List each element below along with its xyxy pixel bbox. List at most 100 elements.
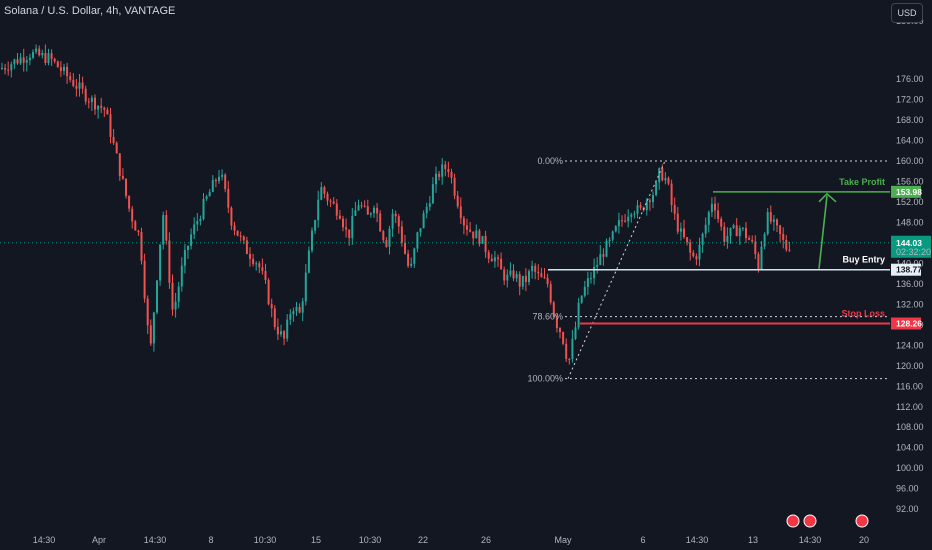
candle-body: [208, 191, 211, 197]
candle-body: [655, 182, 658, 196]
candle-body: [335, 203, 338, 216]
candle-body: [227, 189, 230, 208]
candle-body: [586, 278, 589, 287]
candle-body: [782, 233, 785, 240]
candle-body: [323, 187, 326, 194]
candle-body: [258, 263, 261, 268]
candle-body: [608, 239, 611, 241]
candle-body: [94, 97, 96, 110]
candles: [1, 44, 791, 365]
candle-body: [214, 179, 217, 182]
candle-body: [772, 219, 775, 222]
candle-body: [360, 205, 363, 207]
candle-body: [583, 286, 586, 296]
candle-body: [211, 179, 214, 192]
candle-body: [410, 263, 413, 266]
candle-body: [704, 224, 707, 234]
candle-body: [754, 241, 757, 255]
candle-body: [630, 214, 633, 217]
candle-body: [425, 206, 428, 214]
candle-body: [16, 59, 19, 64]
candle-body: [565, 343, 568, 359]
candle-body: [500, 258, 503, 270]
candle-body: [338, 215, 341, 219]
time-tick-label: 14:30: [33, 535, 56, 545]
candle-body: [444, 164, 447, 169]
candle-body: [72, 79, 75, 86]
candle-body: [497, 257, 499, 259]
price-axis[interactable]: 176.00 172.00 168.00 164.00 160.00 156.00 152.…: [896, 16, 924, 514]
candle-body: [50, 53, 53, 59]
candle-body: [487, 252, 490, 259]
candle-body: [118, 153, 121, 176]
candle-body: [295, 306, 298, 312]
take-profit-price-tag: 153.98: [896, 187, 922, 197]
candle-body: [475, 230, 478, 239]
candle-body: [388, 228, 391, 247]
candle-body: [723, 226, 726, 242]
candle-body: [459, 206, 462, 219]
candle-body: [342, 218, 344, 228]
candle-body: [391, 213, 394, 229]
candle-body: [7, 69, 10, 71]
candle-body: [317, 199, 320, 221]
candle-body: [552, 302, 555, 318]
candle-body: [779, 225, 782, 234]
candle-body: [407, 253, 410, 266]
candle-body: [183, 249, 186, 266]
candle-body: [81, 82, 84, 89]
candle-body: [661, 168, 664, 181]
candle-body: [121, 175, 124, 179]
candle-body: [490, 258, 493, 262]
candle-body: [41, 52, 44, 56]
candle-body: [735, 225, 738, 237]
economic-event-icon[interactable]: [803, 514, 817, 528]
candle-body: [571, 338, 574, 360]
candle-body: [168, 240, 171, 283]
candle-body: [441, 164, 444, 177]
candle-body: [617, 220, 620, 227]
candle-body: [438, 173, 441, 177]
candle-body: [435, 173, 437, 185]
current-price-tag: 144.03: [896, 238, 922, 248]
arrow-head-icon: [818, 192, 837, 203]
candle-body: [534, 265, 537, 272]
buy-entry-label: Buy Entry: [842, 255, 885, 265]
candle-body: [574, 327, 577, 339]
price-tick-label: 136.00: [896, 279, 924, 289]
candle-body: [357, 205, 360, 211]
candle-body: [769, 212, 772, 222]
symbol-title[interactable]: Solana / U.S. Dollar, 4h, VANTAGE: [4, 5, 176, 17]
bar-countdown: 02:32:20: [896, 247, 931, 257]
price-tick-label: 92.00: [896, 504, 919, 514]
candle-body: [298, 306, 301, 313]
candle-body: [177, 286, 180, 302]
candle-body: [413, 248, 416, 264]
candle-body: [639, 205, 642, 208]
candle-body: [503, 269, 506, 281]
candle-body: [596, 265, 599, 267]
candle-body: [512, 270, 515, 279]
price-tick-label: 140.00: [896, 258, 924, 268]
economic-event-icon[interactable]: [855, 514, 869, 528]
take-profit-label: Take Profit: [839, 177, 885, 187]
economic-event-icon[interactable]: [786, 514, 800, 528]
candle-body: [478, 230, 481, 244]
candle-body: [766, 212, 769, 235]
price-tick-label: 160.00: [896, 156, 924, 166]
candle-body: [351, 215, 354, 238]
candle-body: [636, 205, 639, 214]
candle-body: [180, 265, 183, 287]
candle-body: [788, 249, 791, 251]
candle-body: [456, 195, 459, 207]
candle-body: [531, 265, 534, 272]
price-tick-label: 104.00: [896, 443, 924, 453]
candle-body: [555, 317, 558, 329]
candle-body: [686, 237, 689, 243]
time-axis[interactable]: 14:30 Apr 14:30 8 10:30 15 10:30 22 26 May 6 14:30 1…: [33, 535, 869, 545]
candle-body: [462, 218, 465, 226]
candle-body: [66, 66, 69, 77]
currency-button[interactable]: USD: [891, 3, 923, 23]
candle-body: [245, 240, 248, 254]
